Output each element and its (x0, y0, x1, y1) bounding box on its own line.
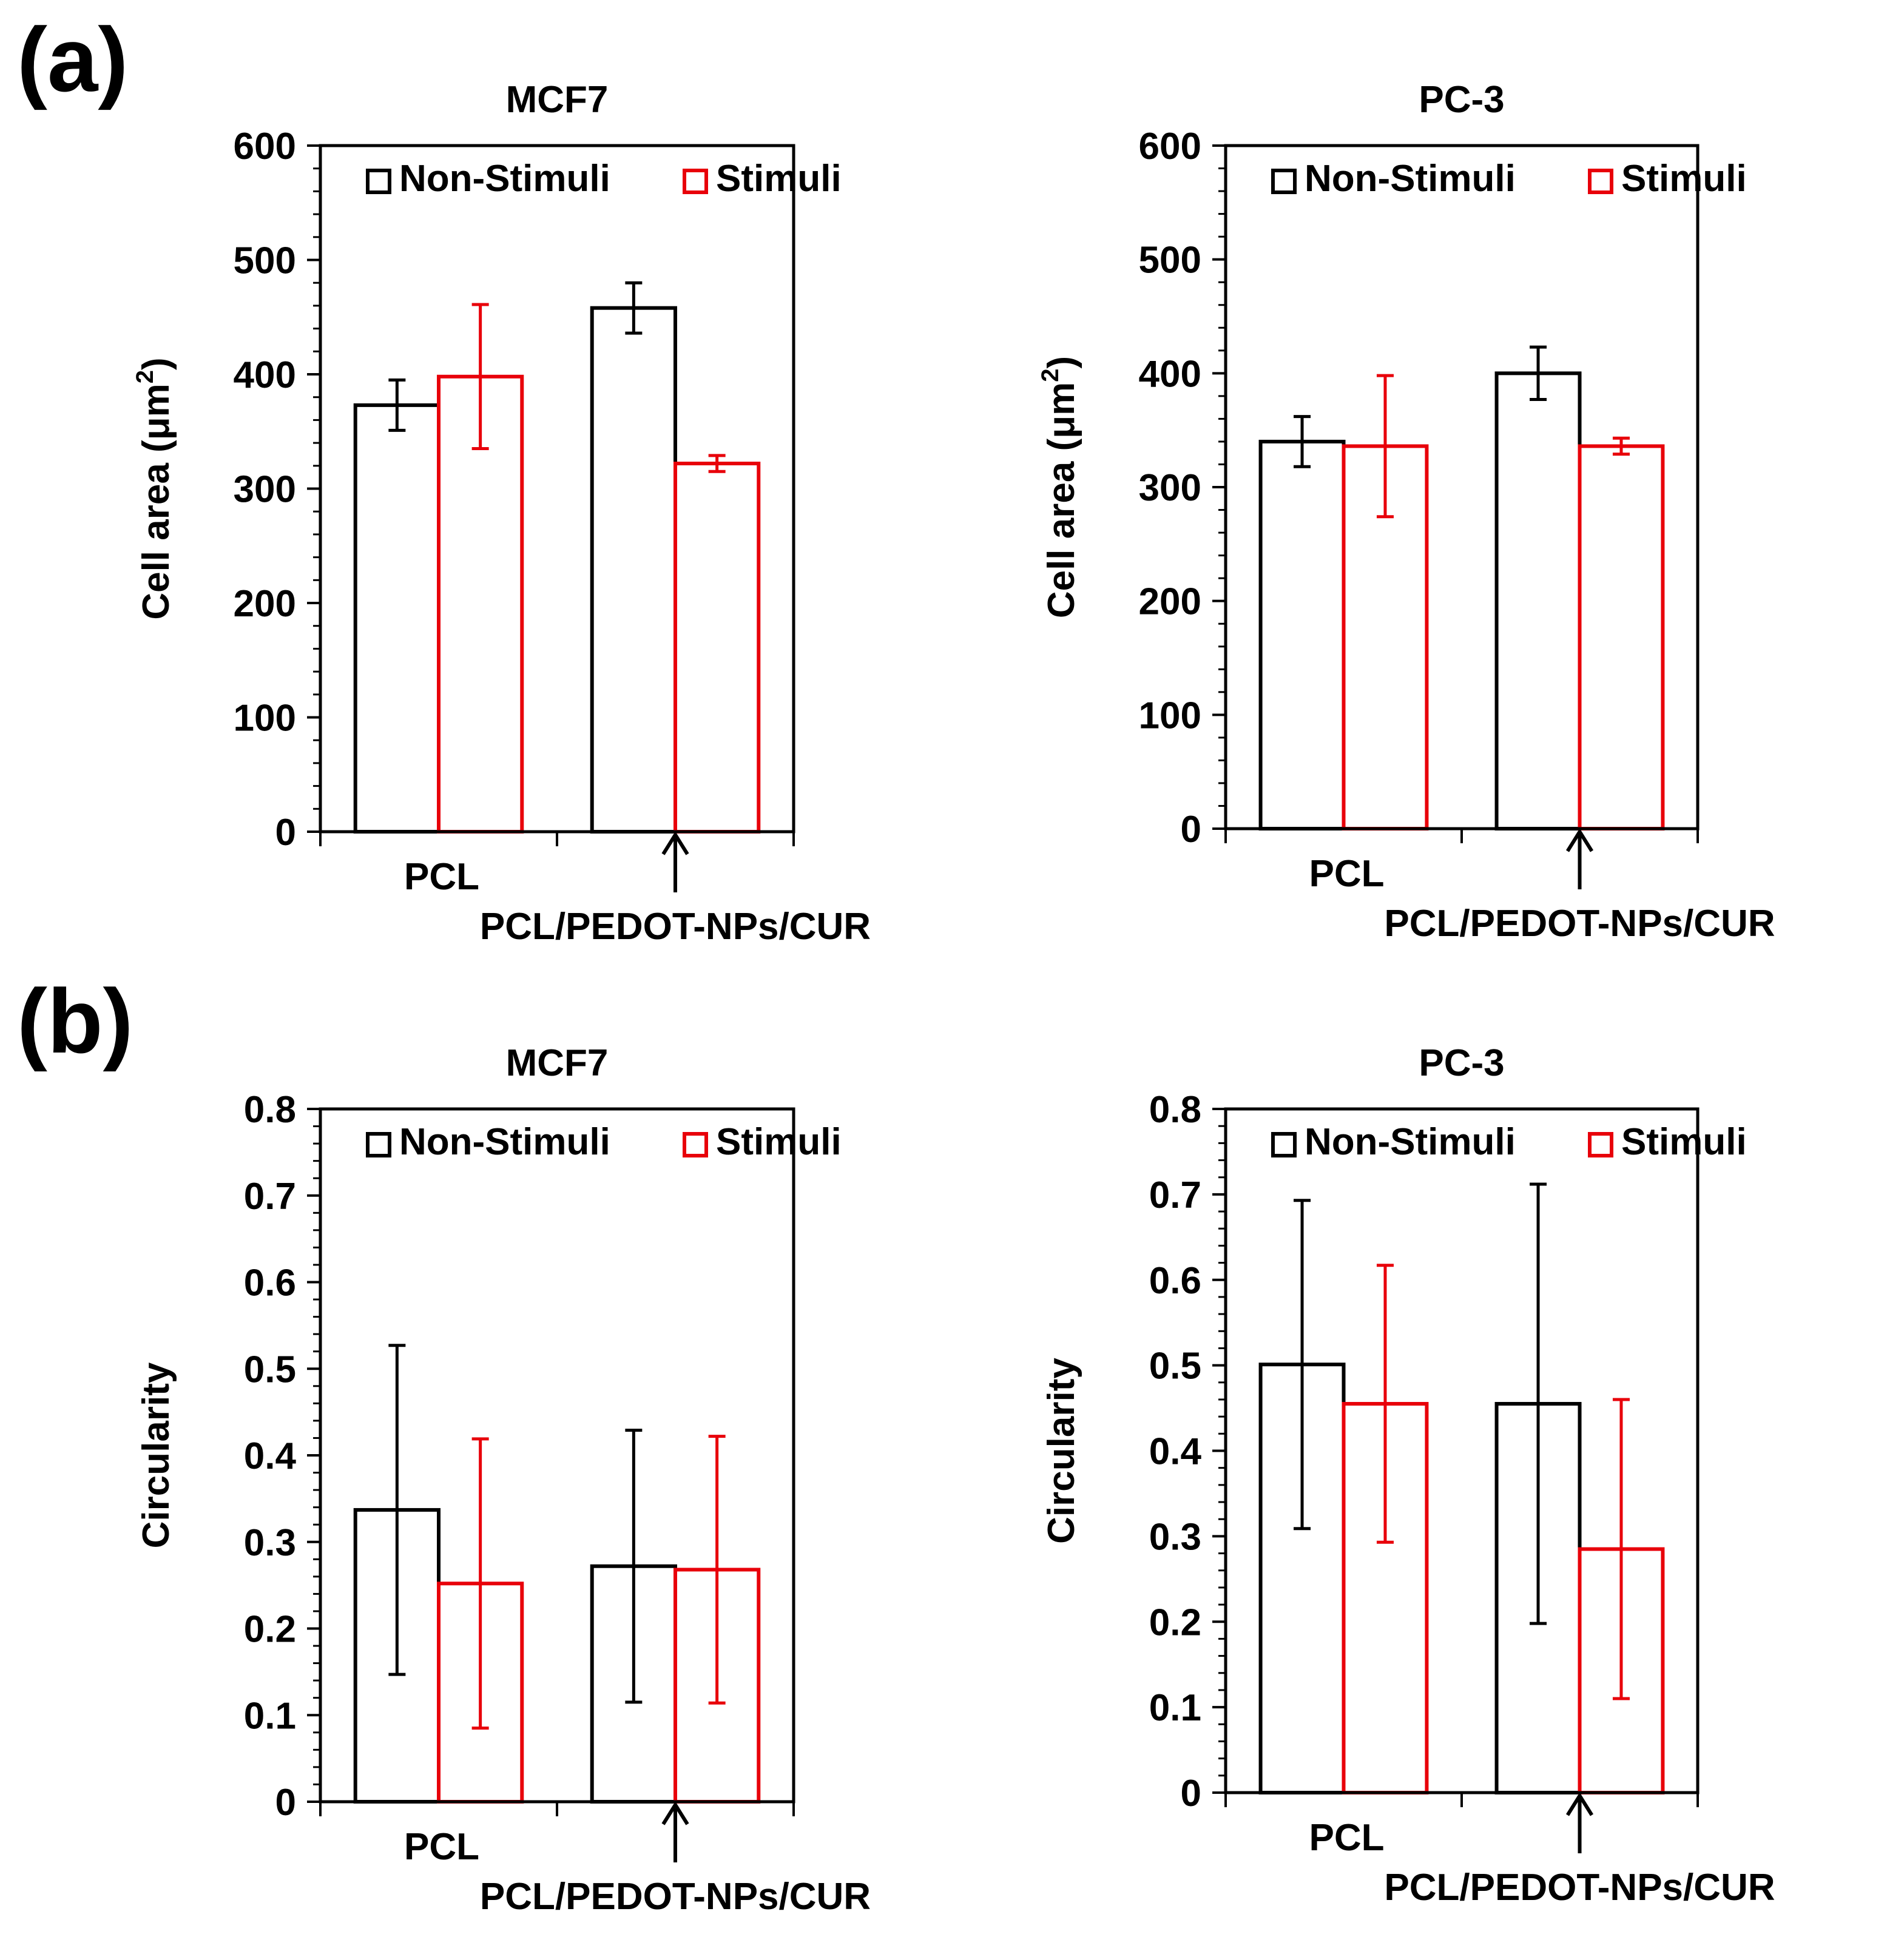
y-axis-label-superscript: 2 (1037, 368, 1064, 382)
y-tick-label: 0.6 (1149, 1260, 1201, 1302)
y-axis-label-main: Circularity (1041, 1358, 1082, 1544)
y-axis-label: Circularity (135, 1362, 177, 1548)
legend-swatch-stimuli (683, 1132, 708, 1157)
x-category-label: PCL/PEDOT-NPs/CUR (1384, 903, 1775, 945)
legend-swatch-non-stimuli (366, 169, 391, 194)
y-tick-label: 600 (1139, 126, 1201, 167)
y-tick-label: 0.8 (244, 1089, 296, 1131)
legend-label: Stimuli (1621, 1121, 1747, 1163)
panel-label-b: (b) (17, 970, 133, 1072)
x-category-label: PCL/PEDOT-NPs/CUR (480, 1876, 871, 1918)
y-tick-label: 500 (1139, 240, 1201, 281)
chart-title: MCF7 (506, 79, 609, 121)
x-category-label: PCL (404, 1826, 479, 1868)
y-tick-label: 400 (1139, 353, 1201, 395)
y-tick-label: 0.3 (244, 1522, 296, 1564)
y-tick-label: 300 (1139, 467, 1201, 509)
y-tick-label: 0.1 (244, 1695, 296, 1737)
chart-title: PC-3 (1419, 79, 1504, 121)
plot-frame (319, 1107, 795, 1804)
legend-label: Non-Stimuli (399, 158, 610, 200)
y-tick-label: 0.5 (1149, 1346, 1201, 1387)
y-axis-label-main: Circularity (135, 1362, 177, 1548)
arrow-head (661, 831, 689, 855)
legend-swatch-non-stimuli (366, 1132, 391, 1157)
y-tick-label: 0.3 (1149, 1516, 1201, 1558)
y-tick-label: 400 (234, 354, 296, 396)
legend-label: Non-Stimuli (399, 1121, 610, 1163)
legend-swatch-non-stimuli (1271, 1132, 1297, 1157)
y-tick-label: 500 (234, 240, 296, 282)
legend-swatch-non-stimuli (1271, 169, 1297, 194)
y-tick-label: 0.8 (1149, 1089, 1201, 1131)
y-axis-label: Circularity (1041, 1358, 1082, 1544)
y-axis-label-end: ) (1041, 356, 1082, 369)
y-tick-label: 0 (275, 1782, 296, 1824)
legend-swatch-stimuli (683, 169, 708, 194)
y-tick-label: 0.2 (244, 1609, 296, 1651)
bar-non-stimuli (1258, 439, 1346, 830)
chart-2: PC-3 Cell area (μm2) 0 100 200 300 400 500 600 PC… (1037, 79, 1775, 945)
legend-swatch-stimuli (1588, 1132, 1613, 1157)
y-axis-label: Cell area (μm2) (132, 357, 177, 619)
x-category-label: PCL (1309, 1817, 1385, 1859)
chart-3: MCF7 Circularity 0 0.1 0.2 0.3 0.4 0.5 0.6 0.7 0.8… (135, 1042, 871, 1918)
panel-label-a: (a) (17, 8, 128, 110)
bar-non-stimuli (353, 403, 441, 834)
y-axis-label-main: Cell area (μm (135, 383, 177, 619)
bar-non-stimuli (590, 306, 677, 834)
bar-stimuli (1578, 444, 1665, 830)
chart-1: MCF7 Cell area (μm2) 0 100 200 300 400 500 600 PC… (132, 79, 871, 948)
y-tick-label: 0.2 (1149, 1602, 1201, 1643)
x-category-label: PCL/PEDOT-NPs/CUR (480, 906, 871, 948)
y-tick-label: 100 (1139, 695, 1201, 736)
x-category-label: PCL (1309, 853, 1385, 895)
y-tick-label: 0.4 (1149, 1431, 1202, 1473)
arrow-head (1565, 828, 1594, 852)
y-tick-label: 0.5 (244, 1349, 296, 1390)
y-axis-label-superscript: 2 (132, 370, 158, 383)
legend-label: Stimuli (716, 1121, 842, 1163)
arrow-head (1565, 1792, 1594, 1816)
y-tick-label: 100 (234, 698, 296, 739)
y-tick-label: 0.7 (1149, 1174, 1201, 1216)
plot-frame (1224, 1107, 1700, 1794)
legend-label: Non-Stimuli (1305, 1121, 1516, 1163)
legend-label: Stimuli (716, 158, 842, 200)
legend-swatch-stimuli (1588, 169, 1613, 194)
y-axis-label: Cell area (μm2) (1037, 356, 1082, 618)
x-category-label: PCL/PEDOT-NPs/CUR (1384, 1867, 1775, 1909)
y-tick-label: 200 (234, 583, 296, 625)
y-axis-label-end: ) (135, 357, 177, 370)
arrow-head (661, 1801, 689, 1825)
x-category-label: PCL (404, 856, 479, 898)
chart-title: PC-3 (1419, 1042, 1504, 1084)
bar-non-stimuli (1494, 371, 1582, 830)
y-tick-label: 0.4 (244, 1435, 297, 1477)
y-tick-label: 300 (234, 469, 296, 511)
plot-frame (1224, 144, 1700, 830)
y-tick-label: 0.7 (244, 1176, 296, 1218)
y-tick-label: 0.6 (244, 1262, 296, 1304)
plot-frame (319, 144, 795, 834)
y-axis-label-main: Cell area (μm (1041, 382, 1082, 618)
chart-4: PC-3 Circularity 0 0.1 0.2 0.3 0.4 0.5 0.6 0.7 0.8… (1041, 1042, 1775, 1909)
bar-stimuli (673, 462, 761, 834)
legend-label: Stimuli (1621, 158, 1747, 200)
y-tick-label: 0 (1181, 809, 1201, 851)
y-tick-label: 0 (275, 812, 296, 854)
y-tick-label: 600 (234, 126, 296, 167)
y-tick-label: 200 (1139, 581, 1201, 623)
legend-label: Non-Stimuli (1305, 158, 1516, 200)
y-tick-label: 0.1 (1149, 1687, 1201, 1729)
y-tick-label: 0 (1181, 1773, 1201, 1814)
chart-title: MCF7 (506, 1042, 609, 1084)
